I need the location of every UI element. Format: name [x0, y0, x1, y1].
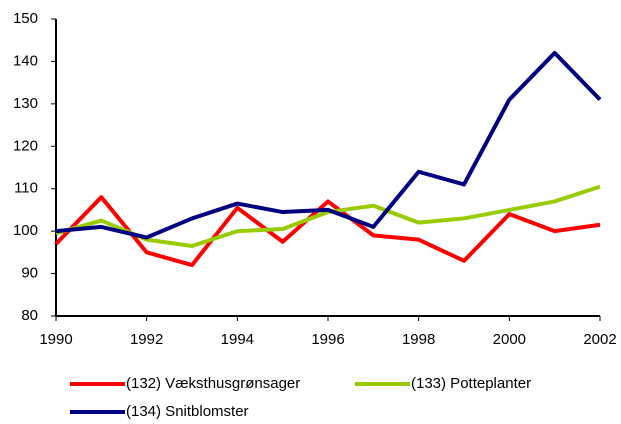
x-tick-label: 2000 [493, 331, 526, 348]
y-tick-label: 100 [13, 222, 38, 239]
x-tick-label: 1992 [130, 331, 163, 348]
y-tick-label: 120 [13, 137, 38, 154]
series-line [54, 195, 601, 268]
legend-label: (132) Væksthusgrønsager [126, 375, 300, 392]
x-tick-label: 1990 [39, 331, 72, 348]
x-tick-label: 1998 [402, 331, 435, 348]
y-tick-label: 140 [13, 52, 38, 69]
legend-label: (133) Potteplanter [411, 375, 531, 392]
y-tick-label: 110 [14, 180, 38, 197]
x-tick-label: 1994 [221, 331, 254, 348]
y-tick-label: 80 [21, 307, 38, 324]
y-tick-label: 150 [13, 10, 38, 27]
y-tick-label: 130 [13, 95, 38, 112]
x-tick-label: 1996 [311, 331, 344, 348]
series-line [55, 50, 602, 240]
legend-label: (134) Snitblomster [126, 403, 249, 420]
x-tick-label: 2002 [583, 331, 616, 348]
y-tick-label: 90 [21, 265, 38, 282]
